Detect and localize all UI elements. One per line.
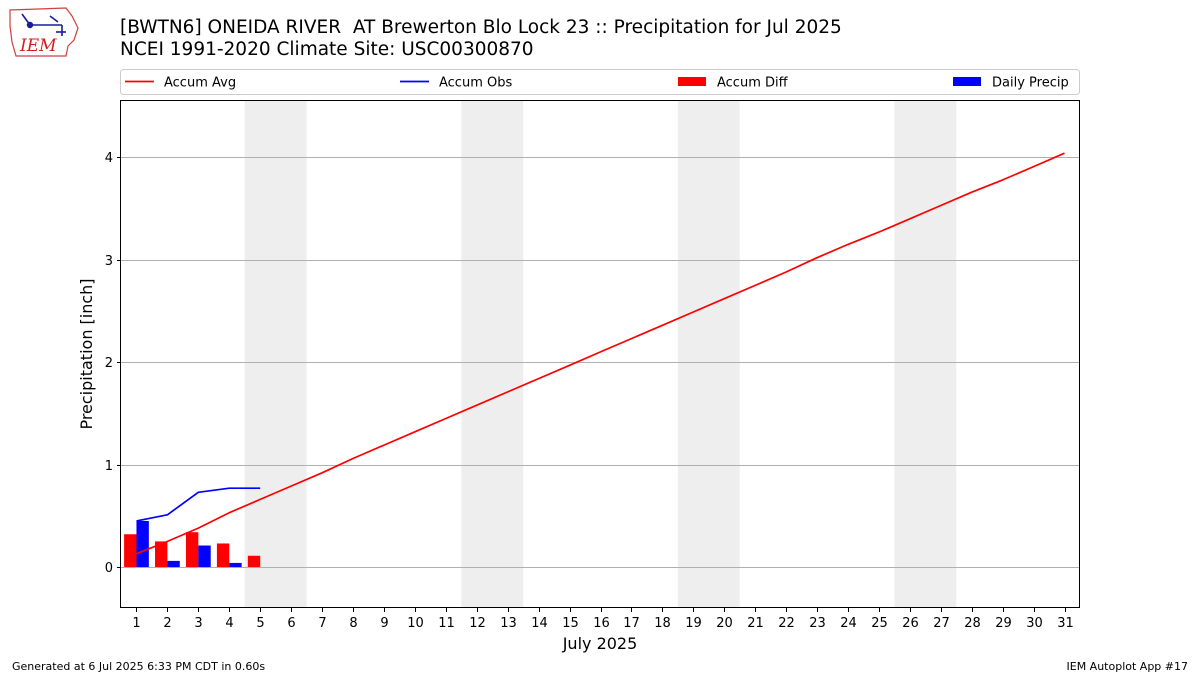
x-tick-label: 2 bbox=[163, 616, 171, 631]
chart-subtitle: NCEI 1991-2020 Climate Site: USC00300870 bbox=[120, 39, 534, 60]
accum-diff-bar bbox=[155, 541, 168, 568]
x-tick-label: 18 bbox=[654, 616, 671, 631]
accum-diff-bar bbox=[247, 555, 261, 568]
x-tick-label: 28 bbox=[964, 616, 981, 631]
x-tick-label: 26 bbox=[902, 616, 919, 631]
legend-label: Accum Obs bbox=[439, 76, 512, 91]
x-tick-label: 16 bbox=[593, 616, 610, 631]
legend-swatch-bar bbox=[953, 77, 981, 86]
legend-label: Accum Avg bbox=[164, 76, 236, 91]
x-axis-label: July 2025 bbox=[562, 634, 638, 653]
y-gridlines bbox=[121, 157, 1080, 568]
x-tick-label: 22 bbox=[778, 616, 795, 631]
lines bbox=[136, 152, 1065, 555]
x-tick-label: 14 bbox=[531, 616, 548, 631]
chart-title: [BWTN6] ONEIDA RIVER AT Brewerton Blo Lo… bbox=[120, 17, 842, 38]
accum-diff-bar bbox=[216, 543, 230, 568]
generated-timestamp: Generated at 6 Jul 2025 6:33 PM CDT in 0… bbox=[12, 660, 266, 673]
daily-precip-bar bbox=[198, 545, 211, 568]
x-tick-label: 9 bbox=[380, 616, 388, 631]
x-tick-label: 6 bbox=[287, 616, 295, 631]
legend-swatch-bar bbox=[678, 77, 706, 86]
x-tick-label: 10 bbox=[407, 616, 424, 631]
iem-logo: IEM bbox=[9, 7, 79, 57]
daily-precip-bar bbox=[167, 560, 180, 568]
y-tick-label: 2 bbox=[105, 356, 113, 371]
y-tick-label: 1 bbox=[105, 459, 113, 474]
weather-station-icon bbox=[21, 13, 66, 36]
x-tick-label: 24 bbox=[840, 616, 857, 631]
x-tick-label: 4 bbox=[225, 616, 233, 631]
x-tick-label: 17 bbox=[623, 616, 640, 631]
x-tick-label: 3 bbox=[194, 616, 202, 631]
accum-obs-line bbox=[136, 487, 261, 522]
x-tick-label: 21 bbox=[747, 616, 764, 631]
x-tick-label: 12 bbox=[469, 616, 486, 631]
weekend-band bbox=[461, 101, 524, 608]
weekend-shading bbox=[244, 101, 957, 608]
accum-diff-bar bbox=[185, 532, 199, 568]
weekend-band bbox=[244, 101, 307, 608]
legend: Accum Avg Accum Obs Accum Diff Daily Precip bbox=[120, 69, 1080, 95]
x-tick-label: 15 bbox=[562, 616, 579, 631]
x-tick-label: 25 bbox=[871, 616, 888, 631]
legend-label: Daily Precip bbox=[992, 76, 1069, 91]
x-tick-label: 1 bbox=[132, 616, 140, 631]
accum-avg-line bbox=[136, 152, 1065, 555]
daily-precip-bar bbox=[229, 562, 242, 568]
legend-box bbox=[120, 69, 1080, 95]
x-tick-label: 30 bbox=[1026, 616, 1043, 631]
x-tick-label: 7 bbox=[318, 616, 326, 631]
daily-precip-bar bbox=[136, 520, 149, 568]
x-tick-label: 29 bbox=[995, 616, 1012, 631]
bars bbox=[124, 520, 261, 568]
y-axis-label: Precipitation [inch] bbox=[77, 278, 96, 429]
legend-label: Accum Diff bbox=[717, 76, 789, 91]
logo-text: IEM bbox=[19, 36, 57, 56]
app-label: IEM Autoplot App #17 bbox=[1066, 660, 1189, 673]
x-tick-label: 11 bbox=[438, 616, 455, 631]
plot-frame bbox=[120, 100, 1080, 608]
x-tick-label: 8 bbox=[349, 616, 357, 631]
weekend-band bbox=[894, 101, 957, 608]
y-tick-label: 4 bbox=[105, 151, 113, 166]
x-tick-label: 20 bbox=[716, 616, 733, 631]
x-tick-label: 23 bbox=[809, 616, 826, 631]
x-tick-label: 19 bbox=[685, 616, 702, 631]
x-tick-label: 31 bbox=[1057, 616, 1074, 631]
y-tick-label: 3 bbox=[105, 254, 113, 269]
weekend-band bbox=[677, 101, 740, 608]
x-tick-label: 13 bbox=[500, 616, 517, 631]
x-tick-label: 5 bbox=[256, 616, 264, 631]
accum-diff-bar bbox=[124, 534, 137, 568]
x-tick-label: 27 bbox=[933, 616, 950, 631]
y-tick-label: 0 bbox=[105, 561, 113, 576]
